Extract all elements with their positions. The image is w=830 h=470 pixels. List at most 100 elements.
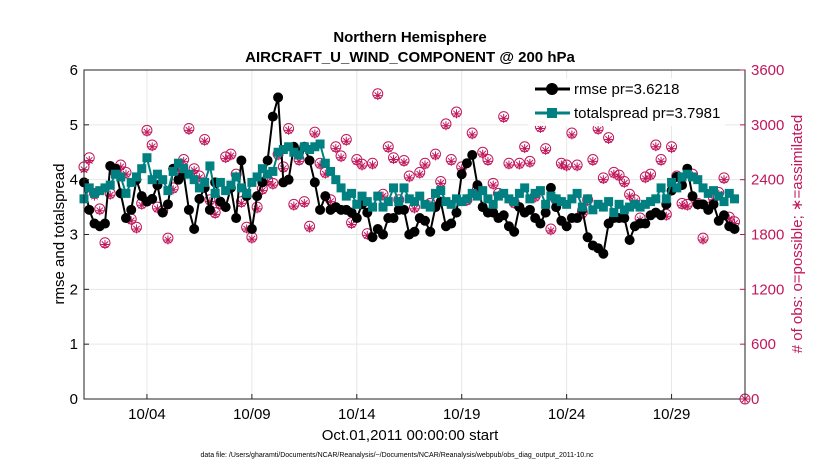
totalspread-point bbox=[126, 177, 136, 187]
obs-assimilated-point bbox=[415, 169, 425, 179]
totalspread-point bbox=[362, 197, 372, 207]
x-tick-label: 10/04 bbox=[128, 406, 166, 423]
rmse-point bbox=[84, 204, 95, 215]
y-right-axis-label: # of obs: o=possible; ∗=assimilated bbox=[789, 115, 806, 354]
totalspread-point bbox=[242, 188, 252, 198]
totalspread-point bbox=[284, 142, 294, 152]
obs-assimilated-point bbox=[95, 206, 105, 216]
totalspread-point bbox=[446, 199, 456, 209]
totalspread-point bbox=[551, 194, 561, 204]
obs-assimilated-point bbox=[247, 234, 257, 244]
rmse-point bbox=[262, 155, 273, 166]
obs-assimilated-point bbox=[289, 201, 299, 211]
obs-assimilated-point bbox=[226, 151, 236, 161]
totalspread-point bbox=[168, 166, 178, 176]
rmse-point bbox=[315, 204, 326, 215]
rmse-point bbox=[708, 199, 719, 210]
obs-assimilated-point bbox=[131, 224, 141, 234]
obs-assimilated-point bbox=[147, 142, 157, 152]
totalspread-point bbox=[504, 194, 514, 204]
y-tick-label: 0 bbox=[70, 391, 78, 408]
totalspread-point bbox=[714, 191, 724, 201]
totalspread-point bbox=[604, 197, 614, 207]
rmse-point bbox=[619, 213, 630, 224]
obs-assimilated-point bbox=[294, 156, 304, 166]
obs-assimilated-point bbox=[520, 144, 530, 154]
obs-assimilated-point bbox=[389, 155, 399, 165]
totalspread-point bbox=[252, 172, 262, 182]
totalspread-point bbox=[630, 199, 640, 209]
totalspread-point bbox=[478, 186, 488, 196]
obs-assimilated-point bbox=[341, 136, 351, 146]
obs-assimilated-point bbox=[562, 162, 572, 172]
rmse-point bbox=[561, 221, 572, 232]
totalspread-point bbox=[483, 194, 493, 204]
totalspread-point bbox=[535, 186, 545, 196]
rmse-point bbox=[446, 218, 457, 229]
totalspread-point bbox=[588, 205, 598, 215]
totalspread-point bbox=[499, 188, 509, 198]
obs-assimilated-point bbox=[441, 121, 451, 131]
x-tick-label: 10/19 bbox=[443, 406, 481, 423]
totalspread-point bbox=[84, 183, 94, 193]
totalspread-point bbox=[462, 194, 472, 204]
obs-assimilated-point bbox=[530, 193, 540, 203]
rmse-point bbox=[162, 199, 173, 210]
totalspread-point bbox=[257, 164, 267, 174]
obs-assimilated-point bbox=[252, 204, 262, 214]
totalspread-point bbox=[394, 197, 404, 207]
totalspread-point bbox=[236, 183, 246, 193]
totalspread-point bbox=[619, 205, 629, 215]
totalspread-point bbox=[184, 169, 194, 179]
x-tick-label: 10/09 bbox=[233, 406, 271, 423]
x-tick-label: 10/24 bbox=[548, 406, 586, 423]
obs-assimilated-point bbox=[604, 134, 614, 144]
obs-assimilated-point bbox=[84, 155, 94, 165]
obs-assimilated-point bbox=[651, 142, 661, 152]
totalspread-point bbox=[194, 183, 204, 193]
obs-assimilated-point bbox=[257, 186, 267, 196]
obs-assimilated-point bbox=[200, 136, 210, 146]
rmse-point bbox=[99, 218, 110, 229]
obs-assimilated-point bbox=[263, 176, 273, 186]
obs-assimilated-point bbox=[567, 130, 577, 140]
totalspread-point bbox=[273, 147, 283, 157]
totalspread-point bbox=[677, 172, 687, 182]
totalspread-point bbox=[672, 183, 682, 193]
totalspread-point bbox=[247, 177, 257, 187]
totalspread-point bbox=[509, 197, 519, 207]
obs-assimilated-point bbox=[430, 151, 440, 161]
obs-assimilated-point bbox=[646, 171, 656, 181]
obs-assimilated-point bbox=[467, 130, 477, 140]
legend-spread-marker bbox=[547, 108, 557, 118]
totalspread-point bbox=[709, 186, 719, 196]
totalspread-point bbox=[147, 175, 157, 185]
y-right-tick-label: 600 bbox=[751, 336, 776, 353]
totalspread-point bbox=[572, 188, 582, 198]
rmse-point bbox=[729, 224, 740, 235]
obs-assimilated-point bbox=[163, 235, 173, 245]
obs-assimilated-point bbox=[179, 156, 189, 166]
obs-assimilated-point bbox=[472, 186, 482, 196]
rmse-point bbox=[220, 202, 231, 213]
obs-assimilated-point bbox=[593, 125, 603, 135]
obs-assimilated-point bbox=[383, 144, 393, 154]
totalspread-point bbox=[436, 186, 446, 196]
totalspread-point bbox=[215, 177, 225, 187]
rmse-point bbox=[183, 204, 194, 215]
obs-assimilated-point bbox=[236, 198, 246, 208]
obs-assimilated-point bbox=[719, 175, 729, 185]
totalspread-point bbox=[425, 202, 435, 212]
rmse-point bbox=[246, 224, 257, 235]
obs-assimilated-point bbox=[730, 219, 740, 229]
chart-title: Northern Hemisphere bbox=[333, 29, 486, 46]
obs-assimilated-point bbox=[352, 156, 362, 166]
totalspread-point bbox=[152, 169, 162, 179]
totalspread-point bbox=[158, 175, 168, 185]
totalspread-point bbox=[609, 208, 619, 218]
totalspread-point bbox=[116, 172, 126, 182]
obs-assimilated-point bbox=[357, 161, 367, 171]
y-axis-label: rmse and totalspread bbox=[51, 164, 68, 305]
obs-assimilated-point bbox=[514, 160, 524, 170]
totalspread-point bbox=[467, 188, 477, 198]
